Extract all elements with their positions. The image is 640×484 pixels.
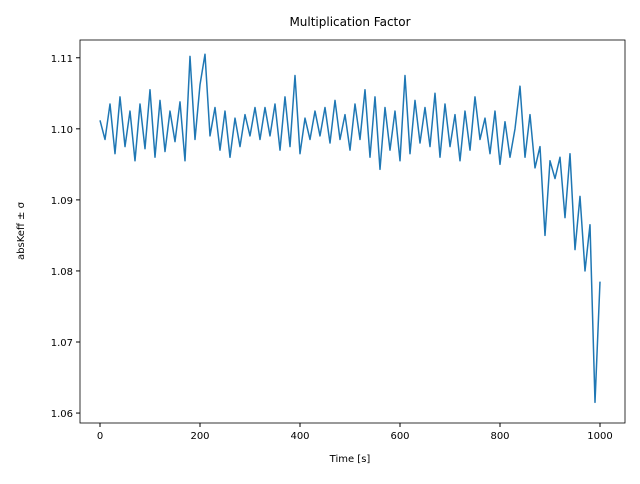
y-tick-label: 1.09: [51, 196, 73, 207]
y-axis-label: absKeff ± σ: [16, 201, 27, 260]
x-tick-label: 800: [490, 431, 509, 442]
x-tick-label: 400: [290, 431, 309, 442]
y-tick-label: 1.10: [51, 125, 73, 136]
y-tick-label: 1.07: [51, 338, 73, 349]
x-tick-label: 200: [190, 431, 209, 442]
x-tick-label: 0: [97, 431, 103, 442]
data-line: [99, 53, 601, 404]
x-axis-label: Time [s]: [329, 454, 371, 465]
chart-title: Multiplication Factor: [289, 15, 410, 29]
y-tick-label: 1.08: [51, 267, 73, 278]
x-tick-label: 1000: [587, 431, 612, 442]
y-tick-label: 1.11: [51, 54, 73, 65]
x-tick-label: 600: [390, 431, 409, 442]
y-tick-label: 1.06: [51, 409, 73, 420]
plot-frame: [79, 39, 626, 424]
